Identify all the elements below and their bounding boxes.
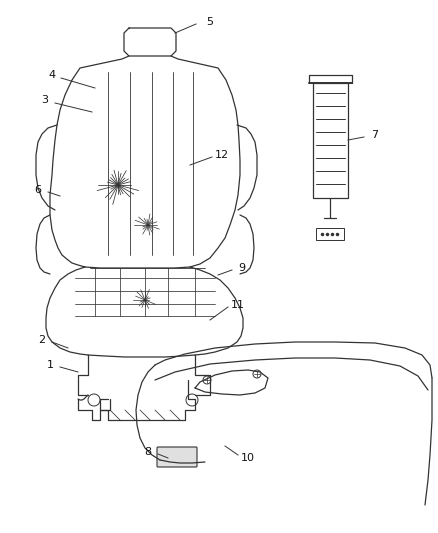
Bar xyxy=(316,228,344,239)
Text: 2: 2 xyxy=(39,335,46,345)
FancyBboxPatch shape xyxy=(157,447,197,467)
Text: 7: 7 xyxy=(371,130,378,140)
Text: 3: 3 xyxy=(42,95,49,105)
Text: 4: 4 xyxy=(49,70,56,80)
Text: 12: 12 xyxy=(215,150,229,160)
Text: 10: 10 xyxy=(241,453,255,463)
Text: 6: 6 xyxy=(35,185,42,195)
Text: 11: 11 xyxy=(231,300,245,310)
Bar xyxy=(312,83,347,198)
Text: 5: 5 xyxy=(206,17,213,27)
Text: 9: 9 xyxy=(238,263,246,273)
Text: 8: 8 xyxy=(145,447,152,457)
Text: 1: 1 xyxy=(46,360,53,370)
